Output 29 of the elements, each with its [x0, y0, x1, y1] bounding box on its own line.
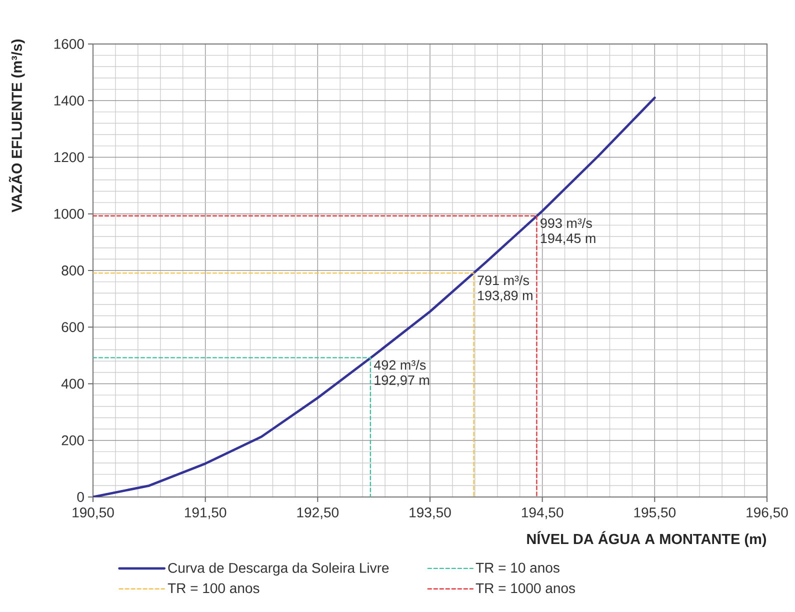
legend-label: TR = 10 anos — [476, 562, 560, 573]
x-tick-label: 192,50 — [297, 508, 339, 520]
annotation: 192,97 m — [374, 375, 430, 387]
x-axis-title: NÍVEL DA ÁGUA A MONTANTE (m) — [527, 531, 766, 548]
legend-label: TR = 1000 anos — [476, 583, 575, 594]
x-tick-label: 194,50 — [522, 508, 564, 520]
annotation: 791 m³/s — [478, 275, 530, 286]
legend-label: Curva de Descarga da Soleira Livre — [168, 562, 389, 576]
y-tick-label: 1400 — [54, 96, 84, 106]
y-tick-label: 1000 — [54, 208, 84, 219]
x-tick-label: 193,50 — [410, 508, 451, 520]
y-axis-title: VAZÃO EFLUENTE (m³/s) — [8, 39, 25, 212]
y-tick-label: 600 — [62, 322, 84, 332]
x-tick-label: 190,50 — [72, 508, 114, 520]
annotation: 993 m³/s — [540, 218, 592, 228]
annotation: 194,45 m — [540, 234, 596, 245]
annotation: 492 m³/s — [374, 360, 426, 370]
legend-label: TR = 100 anos — [168, 583, 260, 594]
y-tick-label: 1200 — [54, 152, 84, 162]
annotation: 193,89 m — [478, 290, 532, 302]
y-tick-label: 200 — [62, 435, 84, 446]
x-tick-label: 196,50 — [746, 508, 788, 520]
x-tick-label: 191,50 — [184, 508, 226, 520]
y-tick-label: 0 — [77, 492, 84, 502]
y-tick-label: 800 — [62, 266, 84, 276]
line-series — [93, 96, 656, 497]
y-tick-label: 400 — [61, 378, 84, 389]
x-tick-label: 195,50 — [634, 508, 676, 520]
y-tick-label: 1600 — [54, 39, 84, 49]
